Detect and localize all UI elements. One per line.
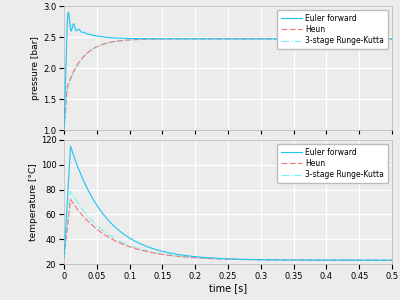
3-stage Runge-Kutta [82,210,87,214]
Y-axis label: temperature [°C]: temperature [°C] [29,163,38,241]
Heun [330,258,334,262]
Legend: Euler forward, Heun, 3-stage Runge-Kutta: Euler forward, Heun, 3-stage Runge-Kutta [277,144,388,183]
Euler forward [352,37,357,41]
3-stage Runge-Kutta [330,258,334,262]
Heun [68,198,73,201]
Line: 3-stage Runge-Kutta: 3-stage Runge-Kutta [64,191,392,260]
Euler forward [68,144,73,148]
3-stage Runge-Kutta [317,37,322,41]
Legend: Euler forward, Heun, 3-stage Runge-Kutta: Euler forward, Heun, 3-stage Runge-Kutta [277,10,388,49]
Euler forward [330,37,334,41]
3-stage Runge-Kutta [62,128,66,132]
Line: Euler forward: Euler forward [64,146,392,260]
Line: Euler forward: Euler forward [64,12,392,130]
Line: Heun: Heun [64,39,392,130]
Euler forward [318,258,322,262]
Euler forward [66,11,71,14]
Euler forward [82,181,87,184]
Heun [374,37,378,41]
Euler forward [62,256,66,260]
Y-axis label: pressure [bar]: pressure [bar] [31,36,40,100]
Euler forward [390,259,394,262]
3-stage Runge-Kutta [329,37,334,41]
Heun [128,245,133,249]
Heun [82,54,86,58]
Heun [374,259,379,262]
3-stage Runge-Kutta [374,259,379,262]
3-stage Runge-Kutta [128,38,133,42]
Heun [128,38,133,42]
3-stage Runge-Kutta [374,37,378,41]
Euler forward [374,259,379,262]
Heun [352,258,357,262]
Line: Heun: Heun [64,200,392,260]
Euler forward [352,258,357,262]
Euler forward [62,128,66,132]
Euler forward [318,37,322,41]
Heun [329,37,334,41]
3-stage Runge-Kutta [128,244,133,248]
Heun [318,258,322,262]
X-axis label: time [s]: time [s] [209,284,247,293]
3-stage Runge-Kutta [62,256,66,260]
Heun [352,37,356,41]
Euler forward [128,37,133,40]
Euler forward [330,258,334,262]
Euler forward [390,37,394,41]
Euler forward [82,31,87,34]
Heun [82,216,87,219]
3-stage Runge-Kutta [352,37,356,41]
3-stage Runge-Kutta [68,189,73,193]
Euler forward [128,237,133,241]
Heun [62,256,66,260]
Heun [62,128,66,132]
3-stage Runge-Kutta [390,259,394,262]
3-stage Runge-Kutta [318,258,322,262]
Heun [390,259,394,262]
Line: 3-stage Runge-Kutta: 3-stage Runge-Kutta [64,39,392,130]
Heun [317,37,322,41]
3-stage Runge-Kutta [82,55,86,58]
3-stage Runge-Kutta [352,258,357,262]
3-stage Runge-Kutta [390,37,394,41]
Euler forward [374,37,379,41]
Heun [390,37,394,41]
